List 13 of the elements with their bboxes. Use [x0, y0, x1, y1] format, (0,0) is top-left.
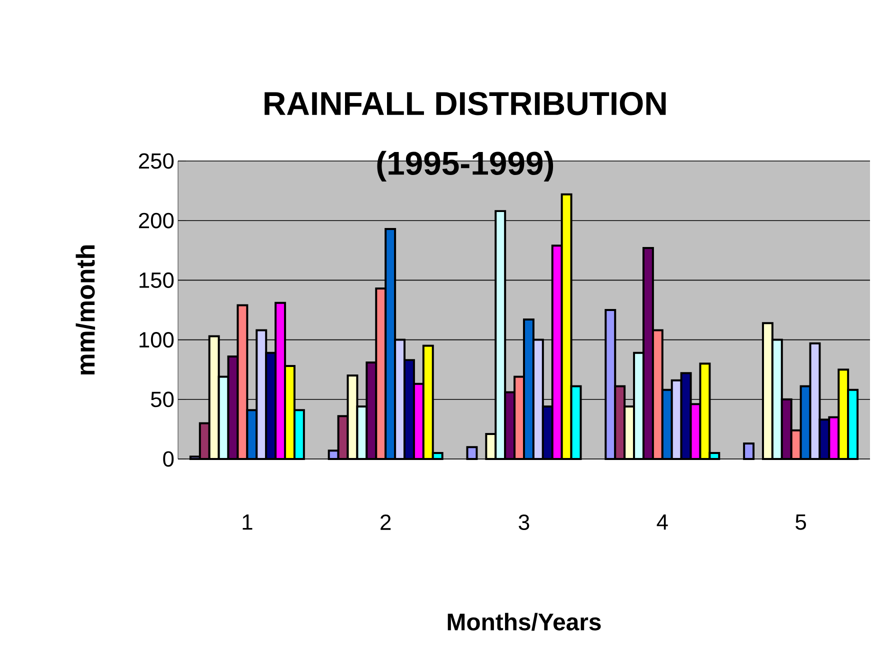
- y-tick-label: 200: [139, 212, 174, 228]
- y-axis-title: mm/month: [76, 245, 96, 374]
- y-tick-label: 50: [150, 392, 174, 408]
- x-tick-label: 5: [796, 514, 806, 530]
- y-tick-label: 100: [140, 332, 174, 348]
- y-tick-label: 150: [140, 272, 174, 288]
- x-axis-title: Months/Years: [448, 612, 601, 631]
- x-tick-label: 2: [380, 514, 391, 530]
- y-tick-label: 250: [139, 153, 174, 169]
- y-tick-label: 0: [163, 451, 174, 467]
- x-tick-label: 1: [242, 514, 252, 530]
- x-tick-label: 4: [656, 514, 668, 530]
- x-tick-label: 3: [518, 514, 530, 530]
